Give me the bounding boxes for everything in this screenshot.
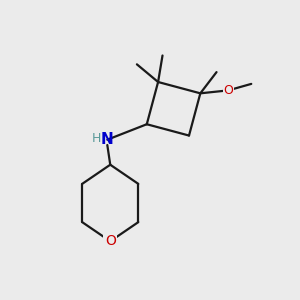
Text: O: O (105, 234, 116, 248)
Text: O: O (224, 84, 233, 97)
Text: N: N (101, 132, 114, 147)
Text: H: H (92, 132, 101, 145)
